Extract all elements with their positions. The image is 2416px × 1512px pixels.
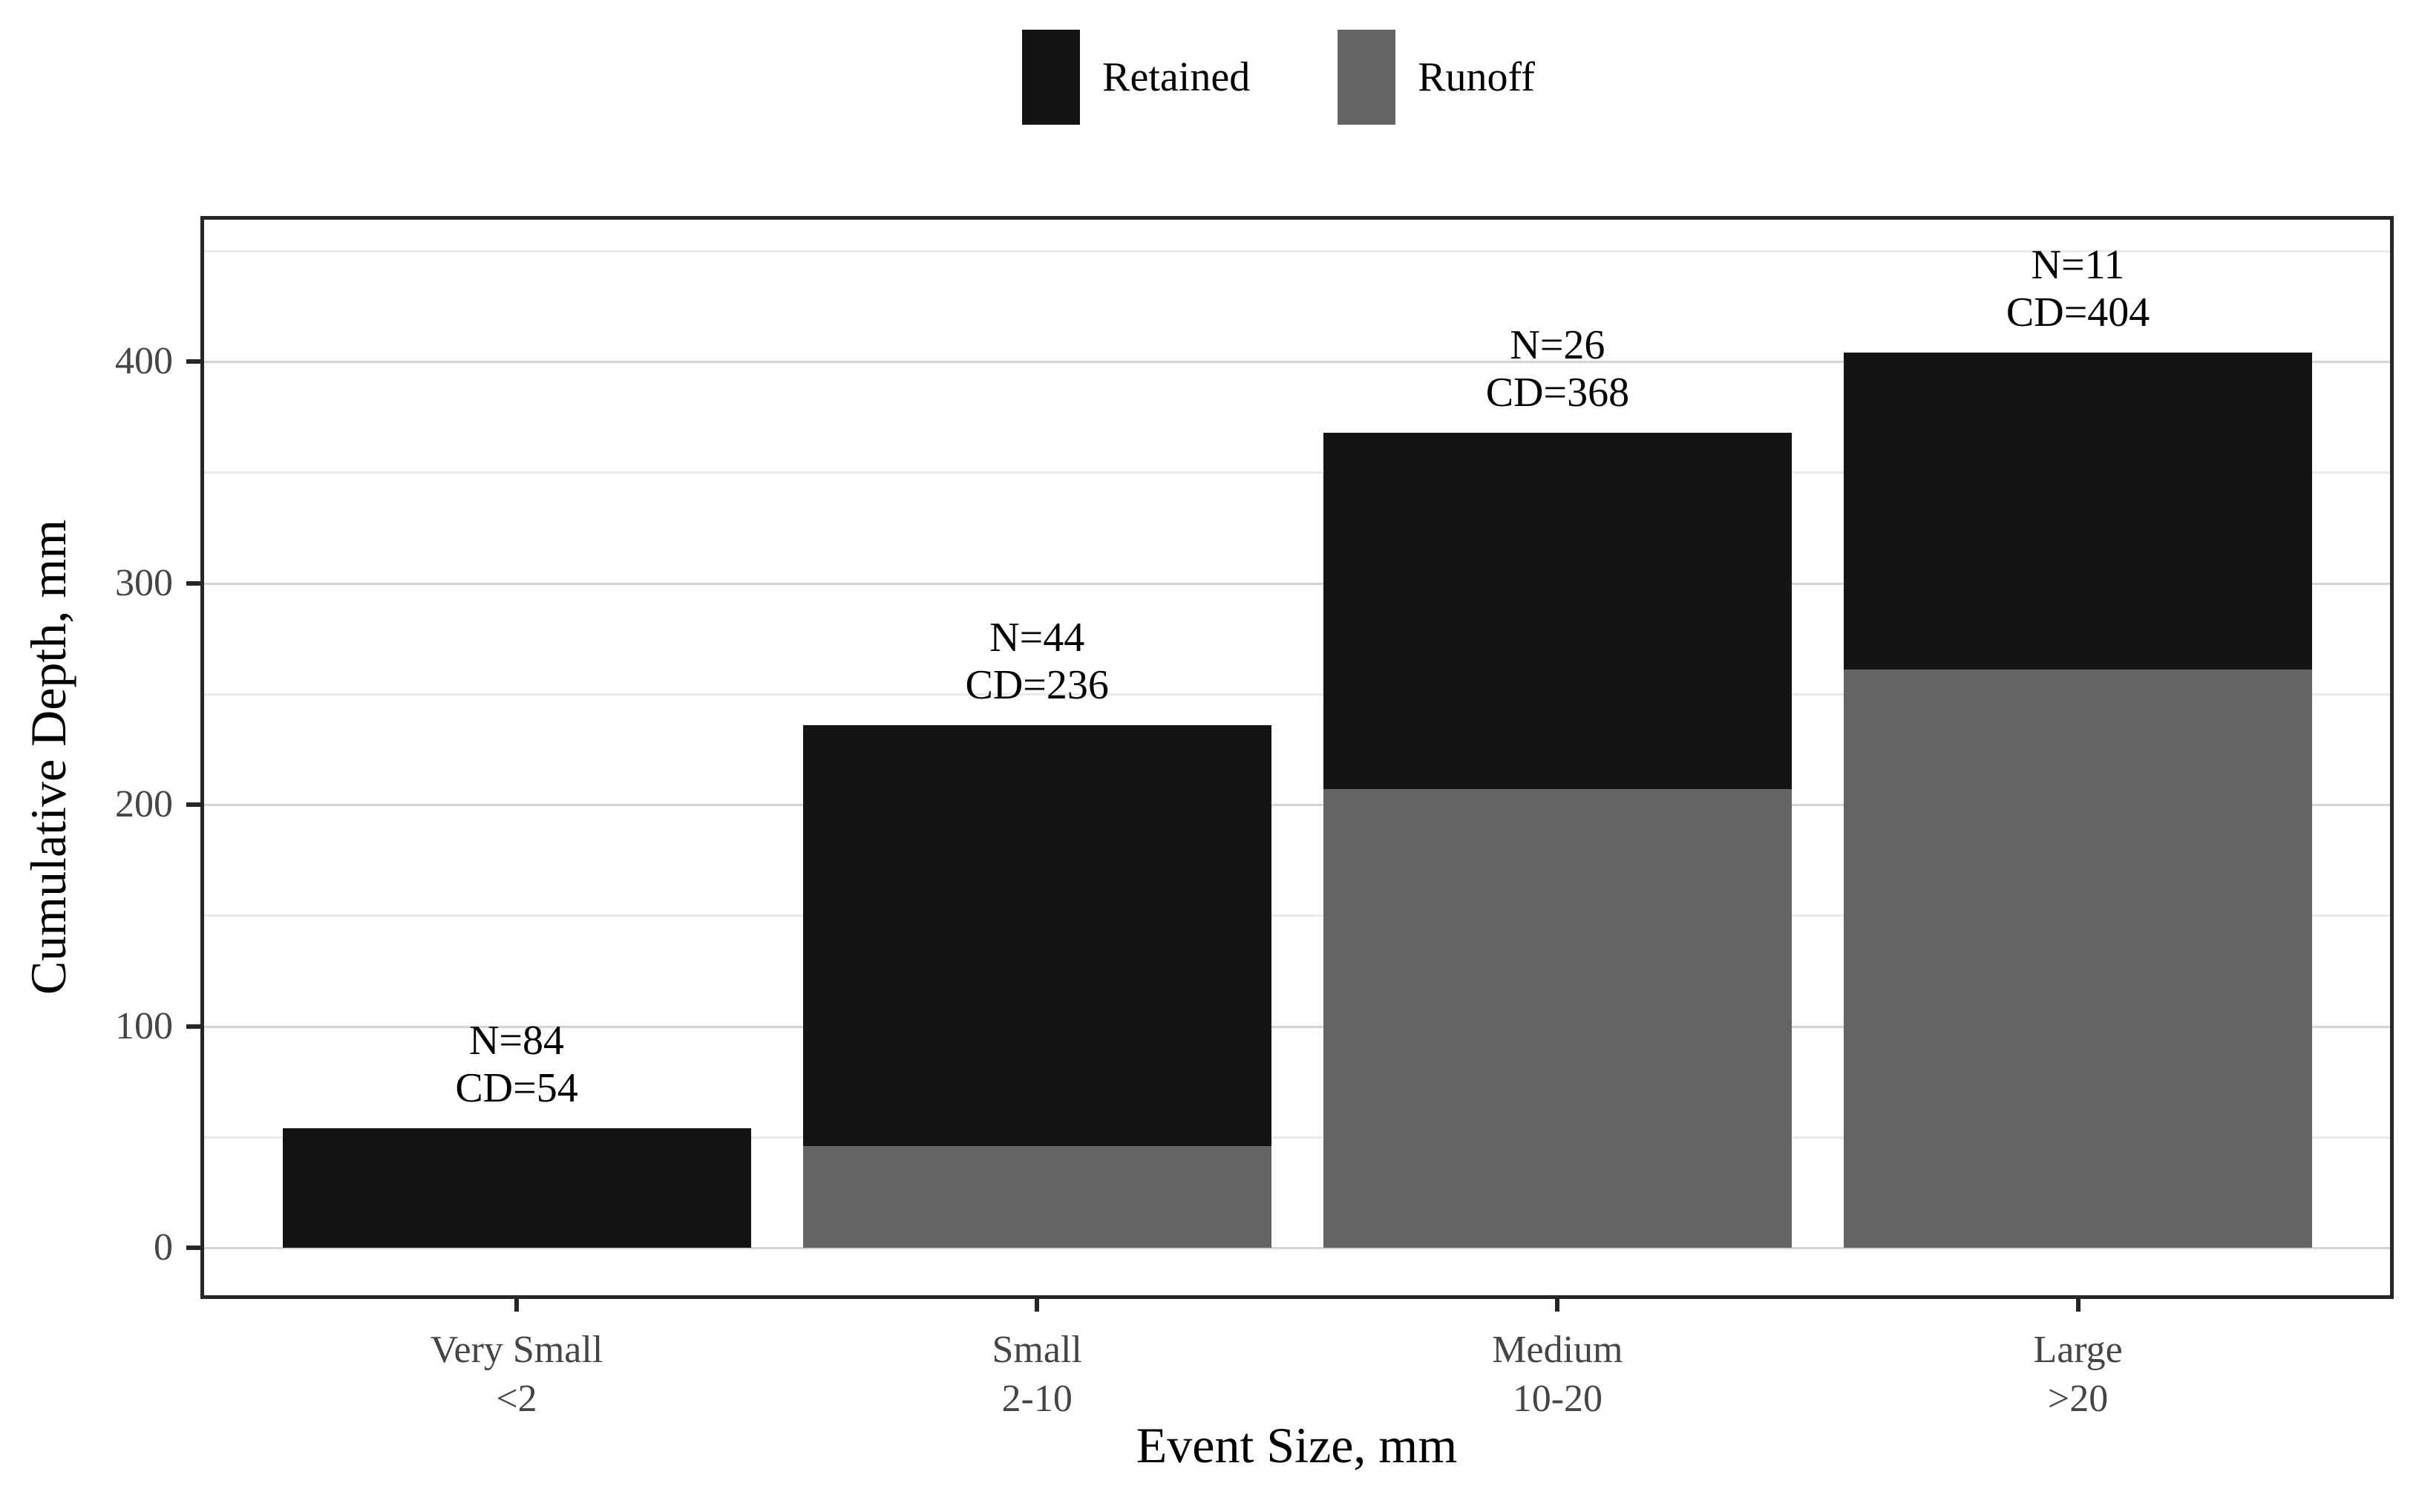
bar-small-runoff-segment	[802, 1145, 1271, 1248]
gridline-major-300	[204, 582, 2390, 585]
legend-swatch-runoff-icon	[1338, 30, 1396, 125]
bar-annotation-very-small: N=84 CD=54	[294, 1017, 739, 1112]
annotation-cd-label: CD=368	[1485, 369, 1630, 416]
x-axis-title: Event Size, mm	[1136, 1417, 1458, 1473]
legend-label-retained: Retained	[1102, 54, 1251, 100]
annotation-n-label: N=26	[1510, 321, 1605, 368]
legend-item-runoff: Runoff	[1338, 30, 1535, 125]
x-axis-tick-very-small	[514, 1295, 519, 1312]
bar-medium-retained-segment	[1323, 432, 1792, 790]
x-axis-category-name: Large	[2033, 1329, 2123, 1371]
bar-large-runoff-segment	[1844, 669, 2313, 1248]
x-axis-category-name: Medium	[1492, 1329, 1623, 1371]
gridline-major-200	[204, 804, 2390, 806]
x-axis-tick-label-very-small: Very Small <2	[257, 1326, 776, 1424]
bar-annotation-medium: N=26 CD=368	[1335, 321, 1780, 416]
y-axis-tick-200	[186, 802, 203, 807]
bar-medium-runoff-segment	[1323, 789, 1792, 1248]
gridline-major-0	[204, 1247, 2390, 1249]
y-axis-tick-0	[186, 1246, 203, 1250]
x-axis-category-range: 2-10	[1001, 1378, 1073, 1420]
y-axis-tick-label-100: 100	[115, 1004, 173, 1047]
y-axis-tick-label-300: 300	[115, 561, 173, 604]
x-axis-tick-small	[1035, 1295, 1040, 1312]
y-axis-tick-100	[186, 1024, 203, 1029]
gridline-minor-450	[204, 249, 2390, 252]
y-axis-tick-label-400: 400	[115, 340, 173, 382]
x-axis-tick-large	[2075, 1295, 2081, 1312]
bar-annotation-small: N=44 CD=236	[814, 614, 1260, 709]
gridline-major-100	[204, 1025, 2390, 1028]
x-axis-category-range: >20	[2047, 1378, 2109, 1420]
annotation-cd-label: CD=404	[2006, 289, 2150, 336]
gridline-minor-150	[204, 914, 2390, 917]
x-axis-tick-medium	[1555, 1295, 1560, 1312]
x-axis-category-range: <2	[496, 1378, 537, 1420]
annotation-cd-label: CD=54	[455, 1064, 578, 1111]
gridline-minor-350	[204, 471, 2390, 474]
bar-very-small-retained-segment	[282, 1128, 751, 1248]
x-axis-tick-label-large: Large >20	[1818, 1326, 2338, 1424]
x-axis-tick-label-medium: Medium 10-20	[1297, 1326, 1817, 1424]
y-axis-tick-label-0: 0	[154, 1226, 173, 1269]
bar-large-retained-segment	[1844, 353, 2313, 670]
bar-small-retained-segment	[802, 724, 1271, 1146]
x-axis-tick-label-small: Small 2-10	[777, 1326, 1297, 1424]
legend-label-runoff: Runoff	[1418, 54, 1535, 100]
bar-annotation-large: N=11 CD=404	[1856, 241, 2301, 336]
annotation-cd-label: CD=236	[965, 661, 1109, 708]
y-axis-tick-label-200: 200	[115, 783, 173, 825]
x-axis-category-name: Very Small	[430, 1329, 603, 1371]
y-axis-tick-400	[186, 359, 203, 364]
gridline-minor-250	[204, 693, 2390, 696]
x-axis-category-name: Small	[992, 1329, 1082, 1371]
legend-swatch-retained-icon	[1022, 30, 1081, 125]
legend-item-retained: Retained	[1022, 30, 1250, 125]
y-axis-tick-300	[186, 580, 203, 586]
y-axis-title: Cumulative Depth, mm	[20, 519, 76, 995]
annotation-n-label: N=44	[989, 614, 1085, 661]
legend: Retained Runoff	[178, 28, 2379, 126]
annotation-n-label: N=84	[468, 1017, 565, 1064]
annotation-n-label: N=11	[2031, 242, 2125, 289]
gridline-major-400	[204, 361, 2390, 363]
gridline-minor-50	[204, 1136, 2390, 1139]
plot-panel: N=84 CD=54 N=44 CD=236 N=26 CD=368 N=11 CD=404	[200, 216, 2394, 1299]
x-axis-category-range: 10-20	[1512, 1378, 1603, 1420]
